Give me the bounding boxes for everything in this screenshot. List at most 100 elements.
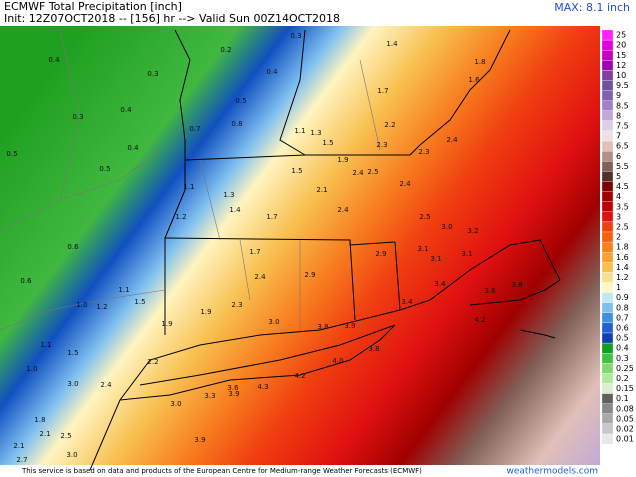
map-value-label: 3.8 xyxy=(511,281,522,289)
map-value-label: 0.2 xyxy=(220,46,231,54)
legend-label: 8 xyxy=(616,111,621,120)
map-value-label: 0.3 xyxy=(290,32,301,40)
map-value-label: 2.5 xyxy=(367,168,378,176)
map-value-label: 1.1 xyxy=(183,183,194,191)
map-value-label: 1.3 xyxy=(223,191,234,199)
legend-swatch xyxy=(601,262,614,273)
map-value-label: 1.8 xyxy=(474,58,485,66)
map-value-label: 2.4 xyxy=(399,180,411,188)
map-value-label: 2.4 xyxy=(446,136,458,144)
footer-notice: This service is based on data and produc… xyxy=(21,467,422,475)
county-lines xyxy=(0,29,381,331)
map-value-label: 3.3 xyxy=(204,392,215,400)
legend-label: 2 xyxy=(616,233,621,242)
map-value-label: 3.1 xyxy=(461,250,472,258)
map-value-label: 1.0 xyxy=(76,301,87,309)
map-value-label: 2.1 xyxy=(316,186,327,194)
legend-label: 1.8 xyxy=(616,243,629,252)
legend-swatch xyxy=(601,393,614,404)
legend-label: 4.5 xyxy=(616,182,629,191)
legend-label: 0.9 xyxy=(616,293,629,302)
legend-swatch xyxy=(601,302,614,313)
legend-swatch xyxy=(601,363,614,374)
legend-label: 9 xyxy=(616,91,621,100)
legend-swatch xyxy=(601,241,614,253)
map-value-label: 3.1 xyxy=(430,255,441,263)
map-value-label: 2.3 xyxy=(231,301,242,309)
legend-swatch xyxy=(601,201,614,212)
legend-swatch xyxy=(601,403,614,414)
legend-label: 6 xyxy=(616,152,621,161)
subtitle: Init: 12Z07OCT2018 -- [156] hr --> Valid… xyxy=(4,12,340,25)
legend-label: 5 xyxy=(616,172,621,181)
map-value-label: 3.1 xyxy=(417,245,428,253)
map-value-label: 0.6 xyxy=(67,243,79,251)
map-value-label: 4.2 xyxy=(474,316,485,324)
legend-swatch xyxy=(601,39,614,51)
legend-swatch xyxy=(601,231,614,243)
legend-label: 1.2 xyxy=(616,273,629,282)
legend-label: 0.7 xyxy=(616,313,629,322)
map-value-label: 0.6 xyxy=(20,277,32,285)
map-value-label: 3.4 xyxy=(434,280,446,288)
legend-label: 0.15 xyxy=(616,384,634,393)
map-value-label: 2.4 xyxy=(100,381,112,389)
map-value-label: 1.7 xyxy=(377,87,388,95)
legend-swatch xyxy=(601,70,614,81)
map-value-label: 2.5 xyxy=(419,213,430,221)
legend-label: 0.08 xyxy=(616,404,634,413)
legend-label: 0.6 xyxy=(616,323,629,332)
map-value-label: 0.5 xyxy=(99,165,110,173)
map-value-label: 3.0 xyxy=(170,400,181,408)
map-value-label: 1.1 xyxy=(294,127,305,135)
map-value-label: 0.5 xyxy=(235,97,246,105)
map-value-label: 2.4 xyxy=(254,273,266,281)
footer-site: weathermodels.com xyxy=(506,467,598,477)
legend-swatch xyxy=(601,50,614,61)
map-value-label: 3.0 xyxy=(441,223,452,231)
map-value-label: 2.5 xyxy=(60,432,71,440)
legend-label: 5.5 xyxy=(616,162,629,171)
map-value-label: 3.9 xyxy=(194,436,205,444)
legend-swatch xyxy=(601,110,614,122)
map-value-label: 1.9 xyxy=(337,156,348,164)
legend-swatch xyxy=(601,272,614,283)
map-value-label: 2.3 xyxy=(376,141,387,149)
legend-swatch xyxy=(601,332,614,344)
legend-swatch xyxy=(601,413,614,425)
legend-swatch xyxy=(601,29,614,41)
map-value-label: 3.9 xyxy=(344,322,355,330)
legend-label: 4 xyxy=(616,192,621,201)
map-value-label: 0.7 xyxy=(189,125,200,133)
map-value-label: 1.4 xyxy=(229,206,241,214)
legend-label: 9.5 xyxy=(616,81,629,90)
legend-swatch xyxy=(601,80,614,91)
map-value-label: 3.6 xyxy=(484,287,496,295)
map-value-label: 2.2 xyxy=(384,121,395,129)
map-value-label: 3.0 xyxy=(66,451,77,459)
map-value-label: 2.9 xyxy=(304,271,315,279)
map-value-label: 1.2 xyxy=(96,303,107,311)
legend-label: 25 xyxy=(616,31,626,40)
legend-swatch xyxy=(601,100,614,111)
map-value-label: 1.5 xyxy=(322,139,333,147)
map-value-label: 0.3 xyxy=(72,113,83,121)
legend-swatch xyxy=(601,171,614,182)
map-value-label: 3.4 xyxy=(401,298,413,306)
map-value-label: 0.5 xyxy=(6,150,17,158)
legend-label: 1.4 xyxy=(616,263,629,272)
legend-swatch xyxy=(601,140,614,152)
borders xyxy=(89,29,561,471)
legend-label: 0.05 xyxy=(616,414,634,423)
legend-swatch xyxy=(601,423,614,435)
legend-label: 10 xyxy=(616,71,626,80)
map-value-label: 1.0 xyxy=(26,365,37,373)
legend-label: 0.25 xyxy=(616,364,634,373)
legend-swatch xyxy=(601,90,614,101)
map-value-label: 1.7 xyxy=(266,213,277,221)
map-value-label: 2.4 xyxy=(337,206,349,214)
legend-swatch xyxy=(601,322,614,334)
map-value-label: 0.4 xyxy=(127,144,139,152)
legend-swatch xyxy=(601,181,614,192)
